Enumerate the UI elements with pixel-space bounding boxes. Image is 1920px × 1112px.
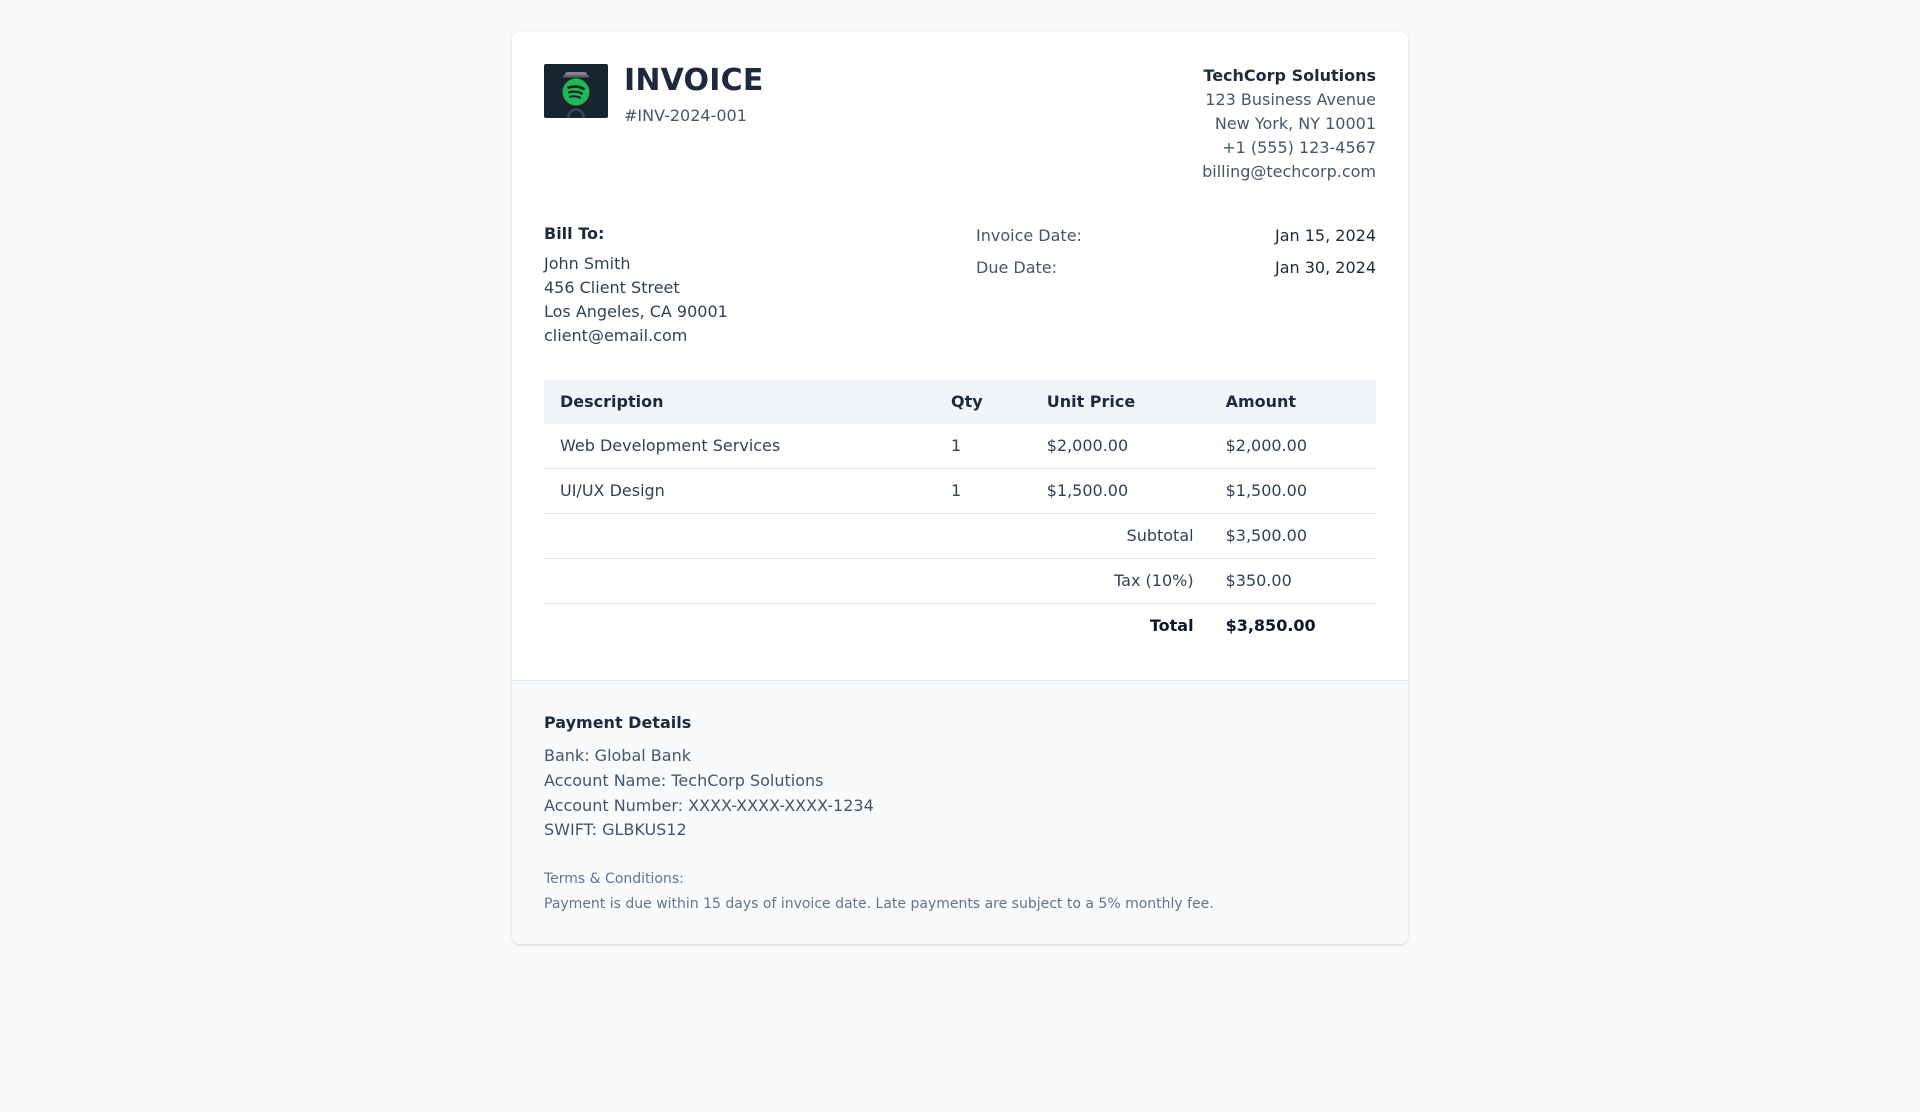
bill-to-address-line: Los Angeles, CA 90001 [544, 302, 728, 321]
tax-value: $350.00 [1209, 558, 1376, 604]
invoice-date-label: Invoice Date: [976, 226, 1082, 245]
tax-label: Tax (10%) [544, 558, 1210, 604]
column-header-unit-price: Unit Price [1030, 380, 1210, 424]
payment-bank-line: Bank: Global Bank [544, 746, 691, 765]
bill-to-email: client@email.com [544, 326, 688, 345]
payment-lines: Bank: Global Bank Account Name: TechCorp… [544, 744, 1376, 843]
item-description: UI/UX Design [544, 468, 936, 514]
payment-account-number-line: Account Number: XXXX-XXXX-XXXX-1234 [544, 795, 874, 815]
company-phone: +1 (555) 123-4567 [1222, 138, 1376, 157]
item-amount: $2,000.00 [1209, 424, 1376, 469]
invoice-date-value: Jan 15, 2024 [1275, 226, 1376, 245]
subtotal-row: Subtotal $3,500.00 [544, 513, 1376, 559]
company-address-line: 123 Business Avenue [1205, 90, 1376, 109]
invoice-header-left: INVOICE #INV-2024-001 [544, 63, 764, 125]
company-info: TechCorp Solutions 123 Business Avenue N… [1202, 64, 1376, 184]
terms-text: Payment is due within 15 days of invoice… [544, 896, 1214, 913]
column-header-amount: Amount [1209, 380, 1376, 424]
invoice-dates: Invoice Date: Jan 15, 2024 Due Date: Jan… [976, 224, 1376, 348]
due-date-label: Due Date: [976, 258, 1058, 277]
total-row: Total $3,850.00 [544, 604, 1376, 649]
due-date-row: Due Date: Jan 30, 2024 [976, 256, 1376, 280]
item-unit-price: $2,000.00 [1030, 424, 1210, 469]
terms-label: Terms & Conditions: [544, 871, 684, 888]
invoice-date-row: Invoice Date: Jan 15, 2024 [976, 224, 1376, 248]
company-name: TechCorp Solutions [1203, 66, 1376, 85]
invoice-number: #INV-2024-001 [624, 105, 747, 125]
company-address-line: New York, NY 10001 [1214, 114, 1376, 133]
bill-to-section: Bill To: John Smith 456 Client Street Lo… [544, 224, 728, 348]
total-label: Total [1149, 616, 1194, 635]
invoice-meta: Bill To: John Smith 456 Client Street Lo… [544, 224, 1376, 348]
bill-to-address-line: 456 Client Street [544, 278, 680, 297]
bill-to-heading: Bill To: [544, 224, 605, 243]
total-value: $3,850.00 [1225, 616, 1316, 635]
music-app-logo-icon [544, 64, 608, 118]
payment-details-section: Payment Details Bank: Global Bank Accoun… [512, 680, 1408, 945]
line-items-table: Description Qty Unit Price Amount Web De… [544, 380, 1376, 648]
company-logo [544, 64, 608, 118]
item-row: UI/UX Design 1 $1,500.00 $1,500.00 [544, 468, 1376, 514]
column-header-qty: Qty [935, 380, 1031, 424]
item-amount: $1,500.00 [1209, 468, 1376, 514]
invoice-header: INVOICE #INV-2024-001 TechCorp Solutions… [544, 63, 1376, 184]
invoice-title-block: INVOICE #INV-2024-001 [624, 63, 764, 125]
item-description: Web Development Services [544, 424, 936, 469]
payment-account-name-line: Account Name: TechCorp Solutions [544, 770, 824, 790]
item-unit-price: $1,500.00 [1030, 468, 1210, 514]
company-email: billing@techcorp.com [1202, 162, 1376, 181]
bill-to-lines: John Smith 456 Client Street Los Angeles… [544, 252, 728, 348]
subtotal-value: $3,500.00 [1209, 513, 1376, 559]
tax-row: Tax (10%) $350.00 [544, 558, 1376, 604]
invoice-title: INVOICE [624, 63, 764, 98]
item-qty: 1 [935, 424, 1031, 469]
column-header-description: Description [544, 380, 936, 424]
item-row: Web Development Services 1 $2,000.00 $2,… [544, 424, 1376, 469]
invoice-card: INVOICE #INV-2024-001 TechCorp Solutions… [512, 32, 1408, 945]
subtotal-label: Subtotal [544, 513, 1210, 559]
bill-to-name: John Smith [544, 254, 631, 273]
item-qty: 1 [935, 468, 1031, 514]
table-header-row: Description Qty Unit Price Amount [544, 380, 1376, 424]
due-date-value: Jan 30, 2024 [1275, 258, 1376, 277]
payment-swift-line: SWIFT: GLBKUS12 [544, 820, 687, 840]
payment-details-heading: Payment Details [544, 713, 692, 732]
invoice-main: INVOICE #INV-2024-001 TechCorp Solutions… [512, 32, 1408, 680]
